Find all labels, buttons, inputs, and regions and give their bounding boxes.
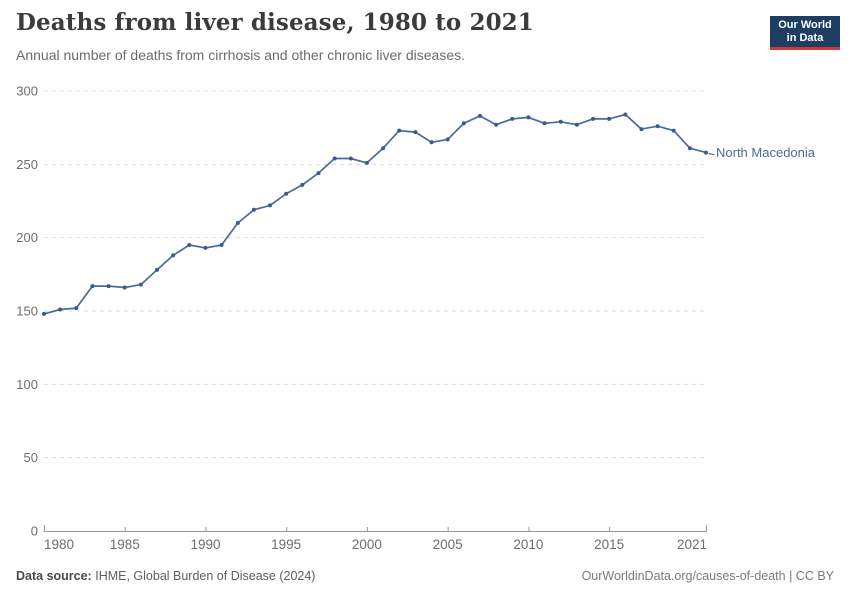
svg-text:2021: 2021 bbox=[677, 537, 707, 552]
data-source-label: Data source: bbox=[16, 569, 92, 583]
svg-text:2015: 2015 bbox=[594, 537, 624, 552]
owid-logo-line1: Our World bbox=[778, 18, 832, 31]
svg-text:2010: 2010 bbox=[513, 537, 543, 552]
data-source-text: IHME, Global Burden of Disease (2024) bbox=[95, 569, 316, 583]
license-note: OurWorldinData.org/causes-of-death | CC … bbox=[581, 569, 834, 583]
svg-text:1990: 1990 bbox=[190, 537, 220, 552]
svg-text:250: 250 bbox=[16, 157, 38, 172]
svg-text:0: 0 bbox=[31, 524, 38, 539]
owid-logo-line2: in Data bbox=[786, 31, 824, 44]
page-subtitle: Annual number of deaths from cirrhosis a… bbox=[16, 47, 465, 63]
series-label: North Macedonia bbox=[716, 144, 815, 160]
svg-text:50: 50 bbox=[24, 450, 38, 465]
svg-text:300: 300 bbox=[16, 84, 38, 99]
owid-logo: Our World in Data bbox=[770, 16, 840, 50]
svg-text:1995: 1995 bbox=[271, 537, 301, 552]
svg-text:150: 150 bbox=[16, 304, 38, 319]
svg-text:2005: 2005 bbox=[433, 537, 463, 552]
data-source-note: Data source: IHME, Global Burden of Dise… bbox=[16, 569, 315, 583]
page-title: Deaths from liver disease, 1980 to 2021 bbox=[16, 9, 534, 36]
svg-text:1985: 1985 bbox=[110, 537, 140, 552]
svg-text:100: 100 bbox=[16, 377, 38, 392]
svg-text:1980: 1980 bbox=[44, 537, 74, 552]
svg-text:2000: 2000 bbox=[352, 537, 382, 552]
svg-text:200: 200 bbox=[16, 230, 38, 245]
